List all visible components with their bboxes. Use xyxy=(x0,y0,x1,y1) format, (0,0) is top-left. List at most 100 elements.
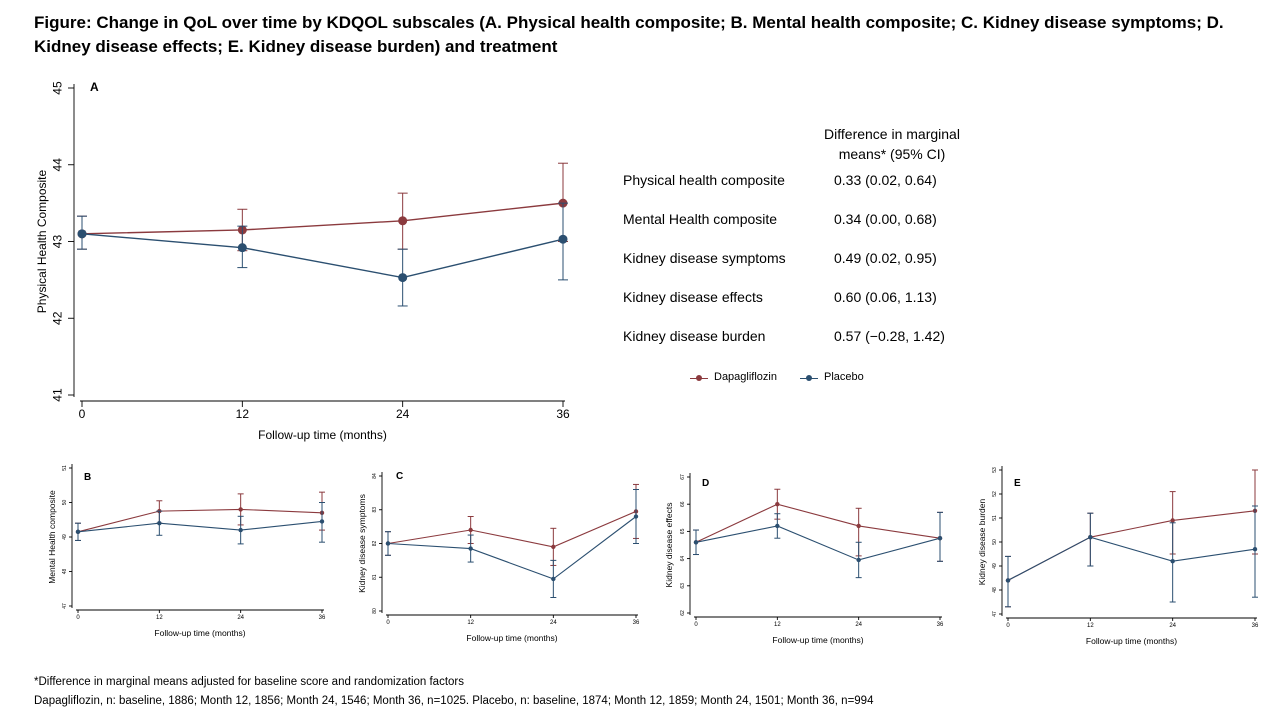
data-point xyxy=(1088,535,1093,540)
data-point xyxy=(238,507,243,512)
x-tick-label: 12 xyxy=(156,615,163,621)
data-point xyxy=(775,523,780,529)
chart-panel-b: 47 48 49 50 51 0 12 24 36 Follow-up time (months)… xyxy=(47,464,326,638)
x-tick-label: 24 xyxy=(237,615,244,621)
series-line-placebo xyxy=(77,520,323,533)
series-line-placebo xyxy=(695,525,941,561)
y-tick-label: 83 xyxy=(372,507,378,513)
x-tick-label: 36 xyxy=(556,407,570,421)
series-placebo xyxy=(75,502,325,545)
y-axis-label: Physical Health Composite xyxy=(35,169,49,313)
series-line-placebo xyxy=(387,516,637,580)
x-tick-label: 36 xyxy=(319,615,326,621)
chart-panel-d: 62 63 64 65 66 67 0 12 24 36 Follow-up time (month… xyxy=(664,473,944,645)
series-line-dapagliflozin xyxy=(387,510,637,548)
difference-row: Physical health composite 0.33 (0.02, 0.… xyxy=(623,172,983,192)
x-axis-label: Follow-up time (months) xyxy=(772,635,863,645)
series-placebo xyxy=(385,489,639,598)
legend-marker-dapagliflozin xyxy=(696,375,702,381)
series-dapagliflozin xyxy=(1005,469,1258,608)
y-tick-label: 43 xyxy=(51,235,65,249)
legend-marker-placebo xyxy=(806,375,812,381)
panel-letter: D xyxy=(702,478,709,489)
data-point xyxy=(856,557,861,563)
y-tick-label: 48 xyxy=(992,587,998,593)
x-tick-label: 12 xyxy=(774,622,781,628)
x-tick-label: 36 xyxy=(937,622,944,628)
y-tick-label: 62 xyxy=(680,610,686,616)
x-tick-label: 0 xyxy=(386,620,390,626)
y-tick-label: 84 xyxy=(372,473,378,479)
data-point xyxy=(77,229,87,239)
difference-row: Kidney disease symptoms 0.49 (0.02, 0.95… xyxy=(623,250,983,270)
difference-row: Kidney disease effects 0.60 (0.06, 1.13) xyxy=(623,289,983,309)
figure-title: Figure: Change in QoL over time by KDQOL… xyxy=(34,13,1224,56)
series-dapagliflozin xyxy=(693,488,943,562)
data-point xyxy=(1252,547,1258,552)
panel-letter: A xyxy=(90,80,99,94)
y-axis-label: Kidney disease symptoms xyxy=(357,494,367,593)
data-point xyxy=(856,523,861,529)
data-point xyxy=(319,519,325,524)
data-point xyxy=(157,521,162,526)
data-point xyxy=(1005,578,1011,583)
panel-letter: C xyxy=(396,471,403,482)
difference-row-label: Physical health composite xyxy=(623,172,785,188)
data-point xyxy=(693,540,699,545)
data-point xyxy=(468,527,473,533)
data-point xyxy=(551,576,556,582)
series-line-dapagliflozin xyxy=(1007,510,1256,581)
x-tick-label: 12 xyxy=(236,407,250,421)
y-tick-label: 63 xyxy=(680,583,686,589)
y-tick-label: 65 xyxy=(680,528,686,534)
difference-row-value: 0.57 (−0.28, 1.42) xyxy=(834,328,945,344)
y-tick-label: 42 xyxy=(51,311,65,325)
x-axis-label: Follow-up time (months) xyxy=(258,428,387,442)
data-point xyxy=(1170,518,1175,523)
panel-letter: E xyxy=(1014,478,1021,489)
chart-panel-c: 80 81 82 83 84 0 12 24 36 Follow-up time (months)… xyxy=(357,471,640,643)
y-tick-label: 47 xyxy=(62,603,68,609)
y-tick-label: 41 xyxy=(51,388,65,402)
difference-row-value: 0.33 (0.02, 0.64) xyxy=(834,172,937,188)
footnote-adjustment: *Difference in marginal means adjusted f… xyxy=(34,676,464,688)
difference-row: Kidney disease burden 0.57 (−0.28, 1.42) xyxy=(623,328,983,348)
y-tick-label: 51 xyxy=(62,465,68,471)
y-tick-label: 49 xyxy=(992,563,998,569)
y-tick-label: 80 xyxy=(372,608,378,614)
y-tick-label: 50 xyxy=(992,539,998,545)
series-dapagliflozin xyxy=(77,162,568,252)
series-placebo xyxy=(1005,505,1258,608)
y-tick-label: 64 xyxy=(680,556,686,562)
x-axis-label: Follow-up time (months) xyxy=(466,633,557,643)
data-point xyxy=(1170,559,1175,564)
data-point xyxy=(398,216,408,226)
data-point xyxy=(633,514,639,519)
y-axis-label: Kidney disease effects xyxy=(664,503,674,588)
y-tick-label: 66 xyxy=(680,501,686,507)
difference-row-label: Mental Health composite xyxy=(623,211,778,227)
y-tick-label: 44 xyxy=(51,158,65,172)
chart-panel-e: 47 48 49 50 51 52 53 0 12 24 36 Follow-up time (mon… xyxy=(977,466,1259,646)
footnote-sample-sizes: Dapagliflozin, n: baseline, 1886; Month … xyxy=(34,695,874,707)
data-point xyxy=(558,234,568,244)
y-tick-label: 67 xyxy=(680,474,686,480)
x-tick-label: 0 xyxy=(1006,623,1010,629)
x-tick-label: 24 xyxy=(396,407,410,421)
legend-label-dapagliflozin: Dapagliflozin xyxy=(714,371,777,383)
difference-row-label: Kidney disease burden xyxy=(623,328,766,344)
data-point xyxy=(75,529,81,535)
series-line-dapagliflozin xyxy=(81,202,564,235)
data-point xyxy=(398,273,408,283)
difference-row-value: 0.34 (0.00, 0.68) xyxy=(834,211,937,227)
x-tick-label: 12 xyxy=(1087,623,1094,629)
series-placebo xyxy=(693,511,943,579)
data-point xyxy=(238,527,243,533)
panel-letter: B xyxy=(84,472,91,483)
data-point xyxy=(468,546,473,551)
data-point xyxy=(937,536,943,541)
y-tick-label: 52 xyxy=(992,491,998,497)
y-tick-label: 45 xyxy=(51,81,65,95)
x-axis-label: Follow-up time (months) xyxy=(1086,636,1177,646)
series-line-placebo xyxy=(1007,536,1256,581)
